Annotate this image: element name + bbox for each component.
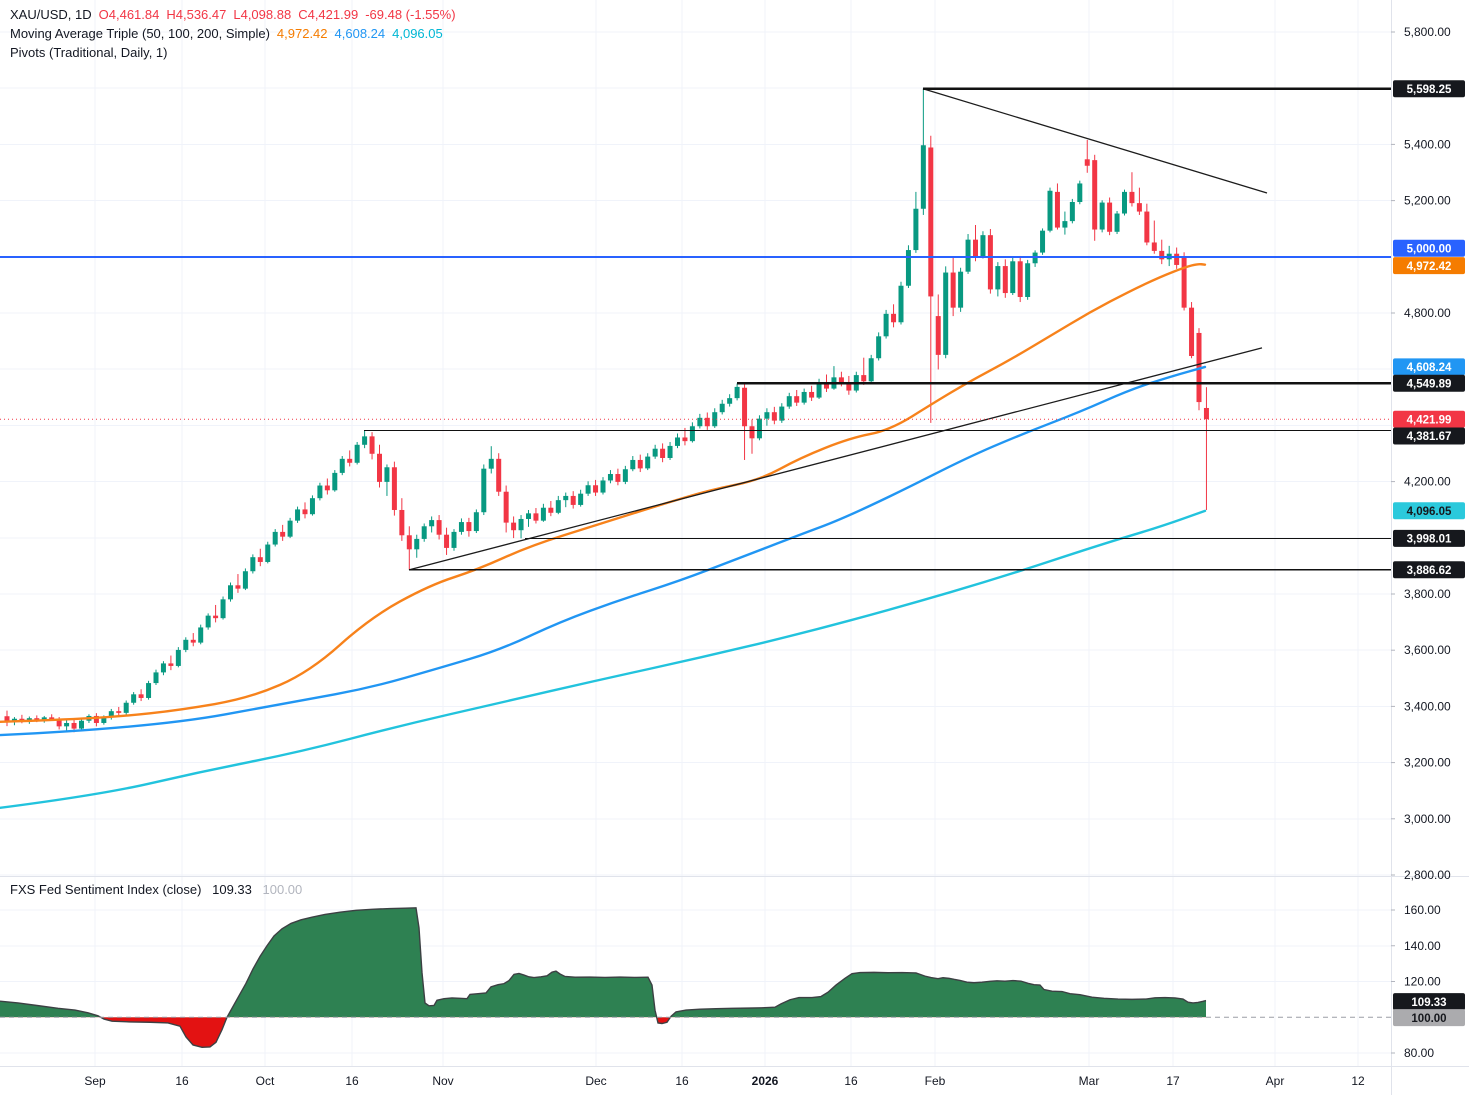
price-badge: 3,998.01 [1393,529,1465,547]
ohlc-close: C4,421.99 [298,7,359,22]
price-tick-label: 3,600.00 [1404,643,1451,657]
price-badge: 4,096.05 [1393,502,1465,520]
price-badge: 4,608.24 [1393,358,1465,376]
ma-indicator-label[interactable]: Moving Average Triple (50, 100, 200, Sim… [10,26,270,41]
svg-text:4,381.67: 4,381.67 [1407,431,1452,443]
price-badge: 4,972.42 [1393,257,1465,275]
price-tick-label: 5,200.00 [1404,194,1451,208]
ohlc-open: O4,461.84 [98,7,160,22]
svg-text:4,608.24: 4,608.24 [1407,362,1452,374]
svg-text:5,000.00: 5,000.00 [1407,244,1452,256]
svg-text:3,998.01: 3,998.01 [1407,534,1452,546]
price-tick-label: 160.00 [1404,903,1441,917]
sentiment-indicator-label[interactable]: FXS Fed Sentiment Index (close) [10,882,202,897]
time-tick-label: 2026 [752,1074,779,1088]
price-badge: 3,886.62 [1393,561,1465,579]
time-tick-label: Oct [256,1074,275,1088]
sentiment-value: 109.33 [212,882,252,897]
time-tick-label: 12 [1351,1074,1365,1088]
svg-text:5,598.25: 5,598.25 [1407,84,1452,96]
price-tick-label: 5,400.00 [1404,137,1451,151]
change-value: -69.48 (-1.55%) [365,7,456,22]
svg-text:3,886.62: 3,886.62 [1407,565,1452,577]
time-tick-label: 16 [345,1074,359,1088]
time-tick-label: 17 [1166,1074,1180,1088]
trendline-2[interactable] [922,88,1268,194]
price-badge: 109.33 [1393,993,1465,1011]
price-tick-label: 5,800.00 [1404,25,1451,39]
time-tick-label: Apr [1266,1074,1285,1088]
price-tick-label: 3,200.00 [1404,756,1451,770]
svg-text:4,549.89: 4,549.89 [1407,379,1452,391]
price-badge: 4,549.89 [1393,374,1465,392]
ma100-value: 4,608.24 [334,26,386,41]
price-tick-label: 4,800.00 [1404,306,1451,320]
time-tick-label: Nov [432,1074,453,1088]
price-tick-label: 3,400.00 [1404,699,1451,713]
time-tick-label: Feb [925,1074,946,1088]
time-tick-label: Mar [1079,1074,1100,1088]
ma50-value: 4,972.42 [276,26,328,41]
price-tick-label: 80.00 [1404,1046,1434,1060]
price-tick-label: 3,800.00 [1404,587,1451,601]
price-tick-label: 3,000.00 [1404,812,1451,826]
symbol-row[interactable]: XAU/USD, 1D O4,461.84 H4,536.47 L4,098.8… [10,5,456,24]
price-tick-label: 4,200.00 [1404,475,1451,489]
symbol-title[interactable]: XAU/USD, 1D [10,7,92,22]
svg-text:109.33: 109.33 [1411,997,1446,1009]
ma200-line [0,509,1207,810]
ma-indicator-row[interactable]: Moving Average Triple (50, 100, 200, Sim… [10,24,456,43]
price-tick-label: 140.00 [1404,939,1441,953]
svg-text:4,096.05: 4,096.05 [1407,506,1452,518]
sentiment-legend-row[interactable]: FXS Fed Sentiment Index (close) 109.33 1… [10,882,309,897]
main-legend[interactable]: XAU/USD, 1D O4,461.84 H4,536.47 L4,098.8… [10,5,456,62]
gridlines [0,0,1391,1066]
time-tick-label: Dec [585,1074,606,1088]
trendline-1[interactable] [408,347,1263,571]
time-tick-label: 16 [844,1074,858,1088]
ohlc-high: H4,536.47 [166,7,227,22]
pivots-indicator-label[interactable]: Pivots (Traditional, Daily, 1) [10,45,168,60]
time-tick-label: Sep [84,1074,106,1088]
price-badge: 5,000.00 [1393,239,1465,257]
pivots-indicator-row[interactable]: Pivots (Traditional, Daily, 1) [10,43,456,62]
ma200-value: 4,096.05 [392,26,443,41]
time-tick-label: 16 [175,1074,189,1088]
time-tick-label: 16 [675,1074,689,1088]
price-badge: 100.00 [1393,1009,1465,1027]
svg-text:4,972.42: 4,972.42 [1407,261,1452,273]
time-axis[interactable]: Sep 16 Oct 16 Nov Dec 16 2026 16 Feb Mar 17 Apr 12 [84,1074,1365,1088]
price-badge: 4,381.67 [1393,427,1465,445]
sentiment-area-negative [0,1017,1206,1048]
sentiment-line [0,907,1207,1048]
price-tick-label: 120.00 [1404,975,1441,989]
sentiment-baseline-value: 100.00 [262,882,303,897]
price-badge: 4,421.99 [1393,410,1465,428]
svg-text:4,421.99: 4,421.99 [1407,414,1452,426]
svg-text:100.00: 100.00 [1411,1013,1446,1025]
ohlc-low: L4,098.88 [233,7,292,22]
price-tick-label: 2,800.00 [1404,868,1451,882]
price-badge: 5,598.25 [1393,80,1465,98]
candlestick-series [4,88,1209,733]
price-axis[interactable]: 5,800.00 5,400.00 5,200.00 4,800.00 4,200.00… [1391,25,1451,1060]
sentiment-area-positive [0,907,1206,1018]
